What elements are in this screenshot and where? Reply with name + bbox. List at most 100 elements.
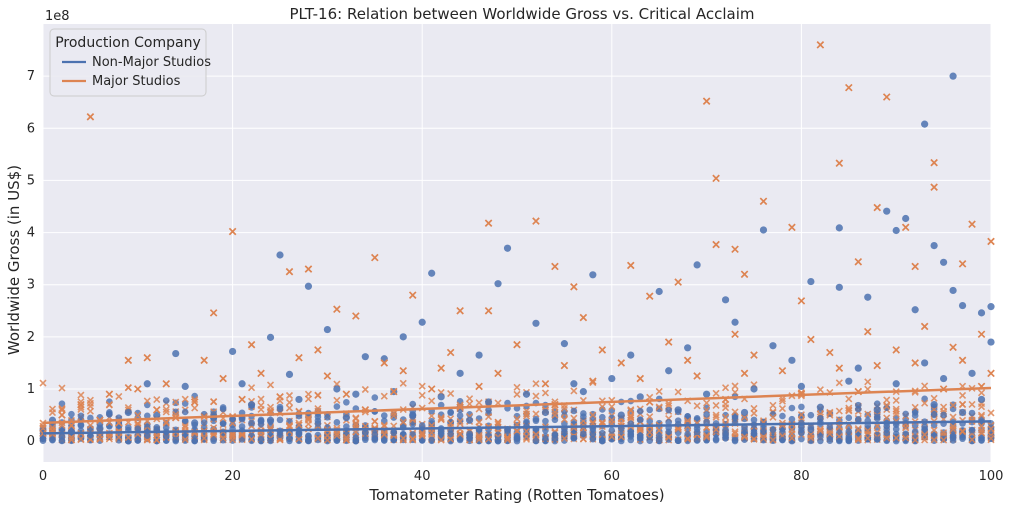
point-non-major bbox=[627, 351, 635, 359]
point-major bbox=[285, 391, 294, 400]
point-non-major bbox=[324, 414, 331, 421]
point-non-major bbox=[750, 416, 758, 424]
point-non-major bbox=[257, 435, 265, 443]
point-non-major bbox=[276, 431, 284, 439]
point-major bbox=[921, 399, 929, 407]
point-major bbox=[532, 430, 540, 439]
point-major bbox=[816, 425, 824, 433]
point-major bbox=[181, 421, 189, 430]
point-major bbox=[418, 432, 426, 440]
point-major bbox=[152, 406, 161, 414]
point-major bbox=[863, 327, 872, 336]
point-major bbox=[304, 414, 313, 423]
point-major bbox=[522, 432, 531, 441]
point-major bbox=[684, 435, 692, 443]
point-major bbox=[190, 398, 199, 406]
point-non-major bbox=[134, 425, 142, 432]
point-major bbox=[333, 432, 341, 440]
point-major bbox=[494, 369, 502, 378]
point-non-major bbox=[817, 437, 824, 445]
point-major bbox=[921, 436, 929, 444]
point-major bbox=[219, 374, 227, 383]
point-non-major bbox=[655, 405, 663, 413]
point-major bbox=[418, 382, 426, 390]
point-major bbox=[864, 378, 872, 386]
point-major bbox=[769, 436, 777, 444]
point-major bbox=[664, 338, 673, 346]
legend-box bbox=[49, 28, 207, 97]
point-major bbox=[494, 418, 502, 426]
point-major bbox=[977, 411, 986, 419]
point-non-major bbox=[703, 390, 711, 398]
point-major bbox=[721, 384, 730, 392]
point-major bbox=[835, 407, 843, 415]
point-non-major bbox=[191, 419, 199, 427]
point-major bbox=[977, 389, 986, 397]
x-tick-label: 40 bbox=[414, 469, 431, 484]
legend-label-non-major: Non-Major Studios bbox=[92, 55, 211, 70]
point-non-major bbox=[428, 436, 435, 444]
point-major bbox=[731, 429, 739, 438]
point-non-major bbox=[532, 319, 540, 327]
point-non-major bbox=[589, 271, 597, 279]
point-non-major bbox=[703, 411, 710, 418]
point-non-major bbox=[750, 430, 758, 437]
point-major bbox=[721, 404, 730, 412]
point-major bbox=[210, 424, 218, 432]
point-major bbox=[257, 395, 265, 403]
point-non-major bbox=[266, 416, 275, 424]
point-major bbox=[570, 282, 578, 291]
point-major bbox=[247, 340, 256, 349]
point-major bbox=[475, 399, 483, 407]
point-major bbox=[551, 411, 559, 419]
point-non-major bbox=[560, 340, 569, 348]
point-non-major bbox=[333, 385, 341, 393]
point-non-major bbox=[485, 437, 492, 445]
point-non-major bbox=[873, 424, 881, 431]
point-non-major bbox=[949, 286, 957, 295]
point-non-major bbox=[181, 417, 189, 425]
point-non-major bbox=[655, 431, 663, 439]
trend-lines bbox=[42, 386, 992, 435]
point-non-major bbox=[248, 437, 255, 445]
point-major bbox=[162, 408, 170, 416]
point-non-major bbox=[883, 429, 891, 437]
point-non-major bbox=[580, 413, 587, 420]
point-non-major bbox=[77, 412, 85, 420]
point-non-major bbox=[921, 395, 928, 403]
point-non-major bbox=[191, 437, 198, 445]
point-non-major bbox=[266, 333, 275, 341]
point-non-major bbox=[58, 437, 66, 445]
point-non-major bbox=[968, 437, 976, 445]
point-non-major bbox=[693, 428, 701, 436]
x-tick-label: 100 bbox=[979, 469, 1004, 484]
point-major bbox=[655, 426, 663, 435]
point-major bbox=[361, 385, 369, 394]
point-non-major bbox=[77, 421, 85, 429]
point-major bbox=[437, 436, 445, 444]
x-axis-label: Tomatometer Rating (Rotten Tomatoes) bbox=[368, 486, 664, 504]
point-major bbox=[105, 433, 113, 441]
point-major bbox=[750, 435, 758, 443]
point-major bbox=[977, 429, 986, 437]
point-major bbox=[740, 433, 749, 441]
point-major bbox=[229, 433, 237, 441]
point-major bbox=[731, 408, 739, 416]
point-non-major bbox=[987, 338, 995, 346]
point-major bbox=[494, 420, 502, 428]
point-major bbox=[958, 356, 967, 365]
point-major bbox=[522, 412, 531, 420]
point-major bbox=[380, 359, 389, 367]
point-non-major bbox=[541, 408, 550, 417]
point-major bbox=[703, 399, 711, 407]
point-non-major bbox=[362, 429, 369, 436]
point-major bbox=[958, 400, 967, 408]
point-major bbox=[210, 397, 218, 406]
point-non-major bbox=[940, 411, 947, 419]
point-major bbox=[437, 415, 445, 423]
point-non-major bbox=[276, 416, 284, 424]
point-non-major bbox=[305, 437, 312, 444]
point-non-major bbox=[551, 432, 559, 439]
point-non-major bbox=[712, 436, 720, 444]
point-major bbox=[883, 414, 891, 422]
